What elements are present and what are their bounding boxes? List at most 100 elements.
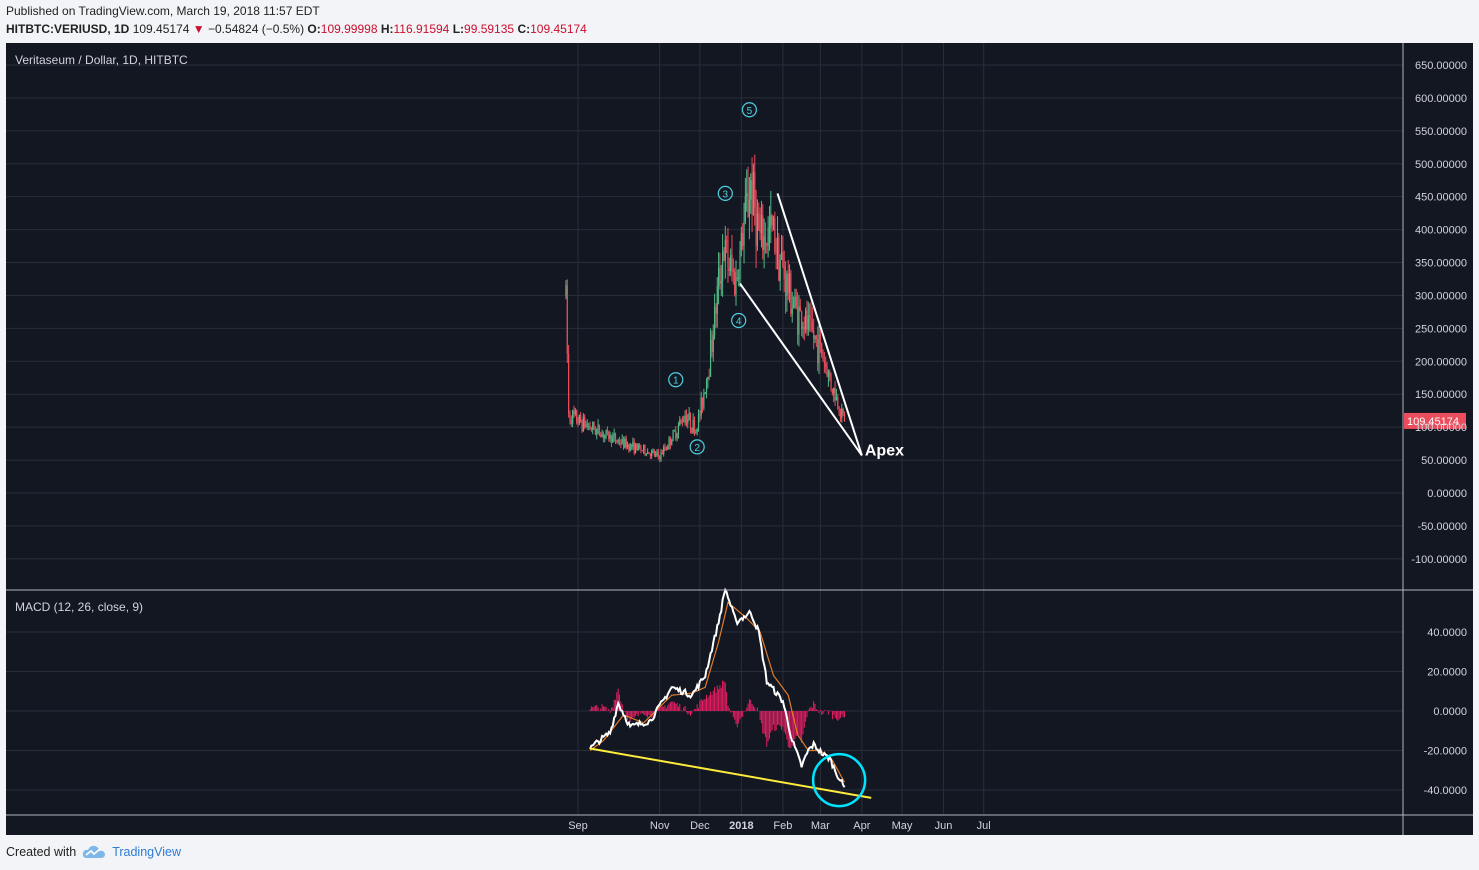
- candle-body: [616, 440, 618, 442]
- wave-label-circle: [689, 439, 705, 455]
- candle-body: [776, 237, 779, 253]
- candle-body: [632, 441, 634, 447]
- candle-body: [610, 435, 613, 443]
- candle-body: [743, 221, 745, 246]
- candle-body: [676, 434, 678, 438]
- candle-body: [669, 437, 671, 446]
- candle-body: [810, 316, 812, 322]
- candle-body: [823, 361, 825, 364]
- candle-body: [675, 430, 677, 438]
- candle-body: [783, 266, 785, 280]
- candle-body: [767, 228, 769, 246]
- candle-body: [811, 321, 813, 331]
- price-tick-label: 150.00000: [1415, 389, 1467, 401]
- tradingview-link[interactable]: TradingView: [112, 845, 181, 859]
- candle-body: [688, 413, 690, 420]
- chart-background: [6, 43, 1473, 835]
- candle-body: [768, 227, 771, 229]
- candle-body: [608, 431, 610, 439]
- candle-body: [807, 315, 809, 330]
- candle-body: [838, 407, 840, 413]
- wave-label-text: 4: [736, 316, 742, 327]
- candle-body: [795, 296, 797, 308]
- x-tick-label: Mar: [811, 820, 830, 832]
- candle-body: [695, 432, 697, 434]
- candle-body: [687, 419, 689, 424]
- candle-body: [622, 438, 625, 448]
- macd-trendline: [589, 747, 872, 799]
- candle-body: [772, 218, 775, 225]
- candle-body: [644, 445, 646, 454]
- candle-body: [700, 397, 702, 416]
- highlight-circle: [811, 752, 867, 808]
- high-label: H:: [380, 22, 394, 36]
- candle-body: [837, 397, 839, 408]
- x-tick-label: Feb: [773, 820, 792, 832]
- candle-body: [829, 371, 831, 378]
- candle-body: [746, 193, 748, 197]
- candle-body: [689, 413, 692, 428]
- candle-body: [742, 233, 744, 246]
- macd-tick-label: -20.0000: [1424, 746, 1467, 758]
- candle-body: [606, 429, 609, 432]
- x-tick-label: Nov: [650, 820, 670, 832]
- candle-body: [715, 307, 717, 314]
- symbol-info-line: HITBTC:VERIUSD, 1D 109.45174 ▼ −0.54824 …: [6, 22, 587, 36]
- candle-body: [790, 273, 792, 314]
- candle-body: [796, 307, 799, 335]
- candle-body: [784, 279, 787, 296]
- candle-body: [604, 434, 606, 438]
- candle-body: [685, 415, 688, 424]
- candle-body: [626, 444, 629, 448]
- candle-body: [834, 387, 836, 401]
- candle-body: [673, 430, 676, 432]
- candle-body: [598, 424, 601, 435]
- candle-body: [822, 354, 824, 362]
- x-tick-label: Sep: [568, 820, 588, 832]
- macd-line: [589, 587, 846, 788]
- macd-tick-label: 0.0000: [1433, 706, 1467, 718]
- candle-body: [830, 377, 832, 389]
- candle-body: [825, 363, 827, 367]
- x-tick-label: May: [892, 820, 913, 832]
- candle-body: [716, 286, 718, 314]
- candle-body: [605, 429, 607, 435]
- candle-body: [739, 249, 741, 279]
- candle-body: [735, 277, 737, 295]
- candle-body: [589, 425, 591, 429]
- footer: Created with TradingView: [6, 845, 181, 859]
- candle-body: [655, 453, 657, 456]
- candle-body: [818, 334, 820, 364]
- candle-body: [612, 436, 614, 443]
- candle-body: [817, 339, 819, 364]
- candle-body: [708, 376, 710, 378]
- candle-body: [791, 308, 793, 314]
- macd-tick-label: -40.0000: [1424, 785, 1467, 797]
- candle-body: [723, 251, 725, 261]
- candle-body: [620, 443, 622, 445]
- candle-body: [843, 413, 846, 421]
- candle-body: [570, 419, 572, 424]
- open-label: O:: [307, 22, 321, 36]
- candle-body: [593, 422, 595, 430]
- candle-body: [656, 452, 658, 454]
- candle-body: [798, 306, 800, 335]
- last-price-badge-text: 109.45174: [1407, 416, 1459, 428]
- candle-body: [736, 277, 738, 279]
- trading-chart[interactable]: Apex 1 2 3 4 5 109.45174 Sep Nov Dec 2018 Feb Mar Ap…: [6, 43, 1473, 835]
- candle-body: [636, 443, 638, 451]
- candle-body: [782, 252, 784, 267]
- candle-body: [839, 412, 842, 418]
- candle-body: [770, 215, 772, 228]
- candle-body: [754, 172, 756, 208]
- candle-body: [774, 218, 776, 252]
- candle-body: [841, 408, 843, 418]
- candle-body: [756, 213, 759, 247]
- candle-body: [618, 440, 621, 444]
- candle-body: [750, 180, 752, 200]
- price-tick-label: 250.00000: [1415, 323, 1467, 335]
- candle-body: [815, 335, 817, 340]
- candle-body: [597, 424, 599, 430]
- candle-body: [569, 413, 571, 420]
- candle-body: [663, 447, 665, 455]
